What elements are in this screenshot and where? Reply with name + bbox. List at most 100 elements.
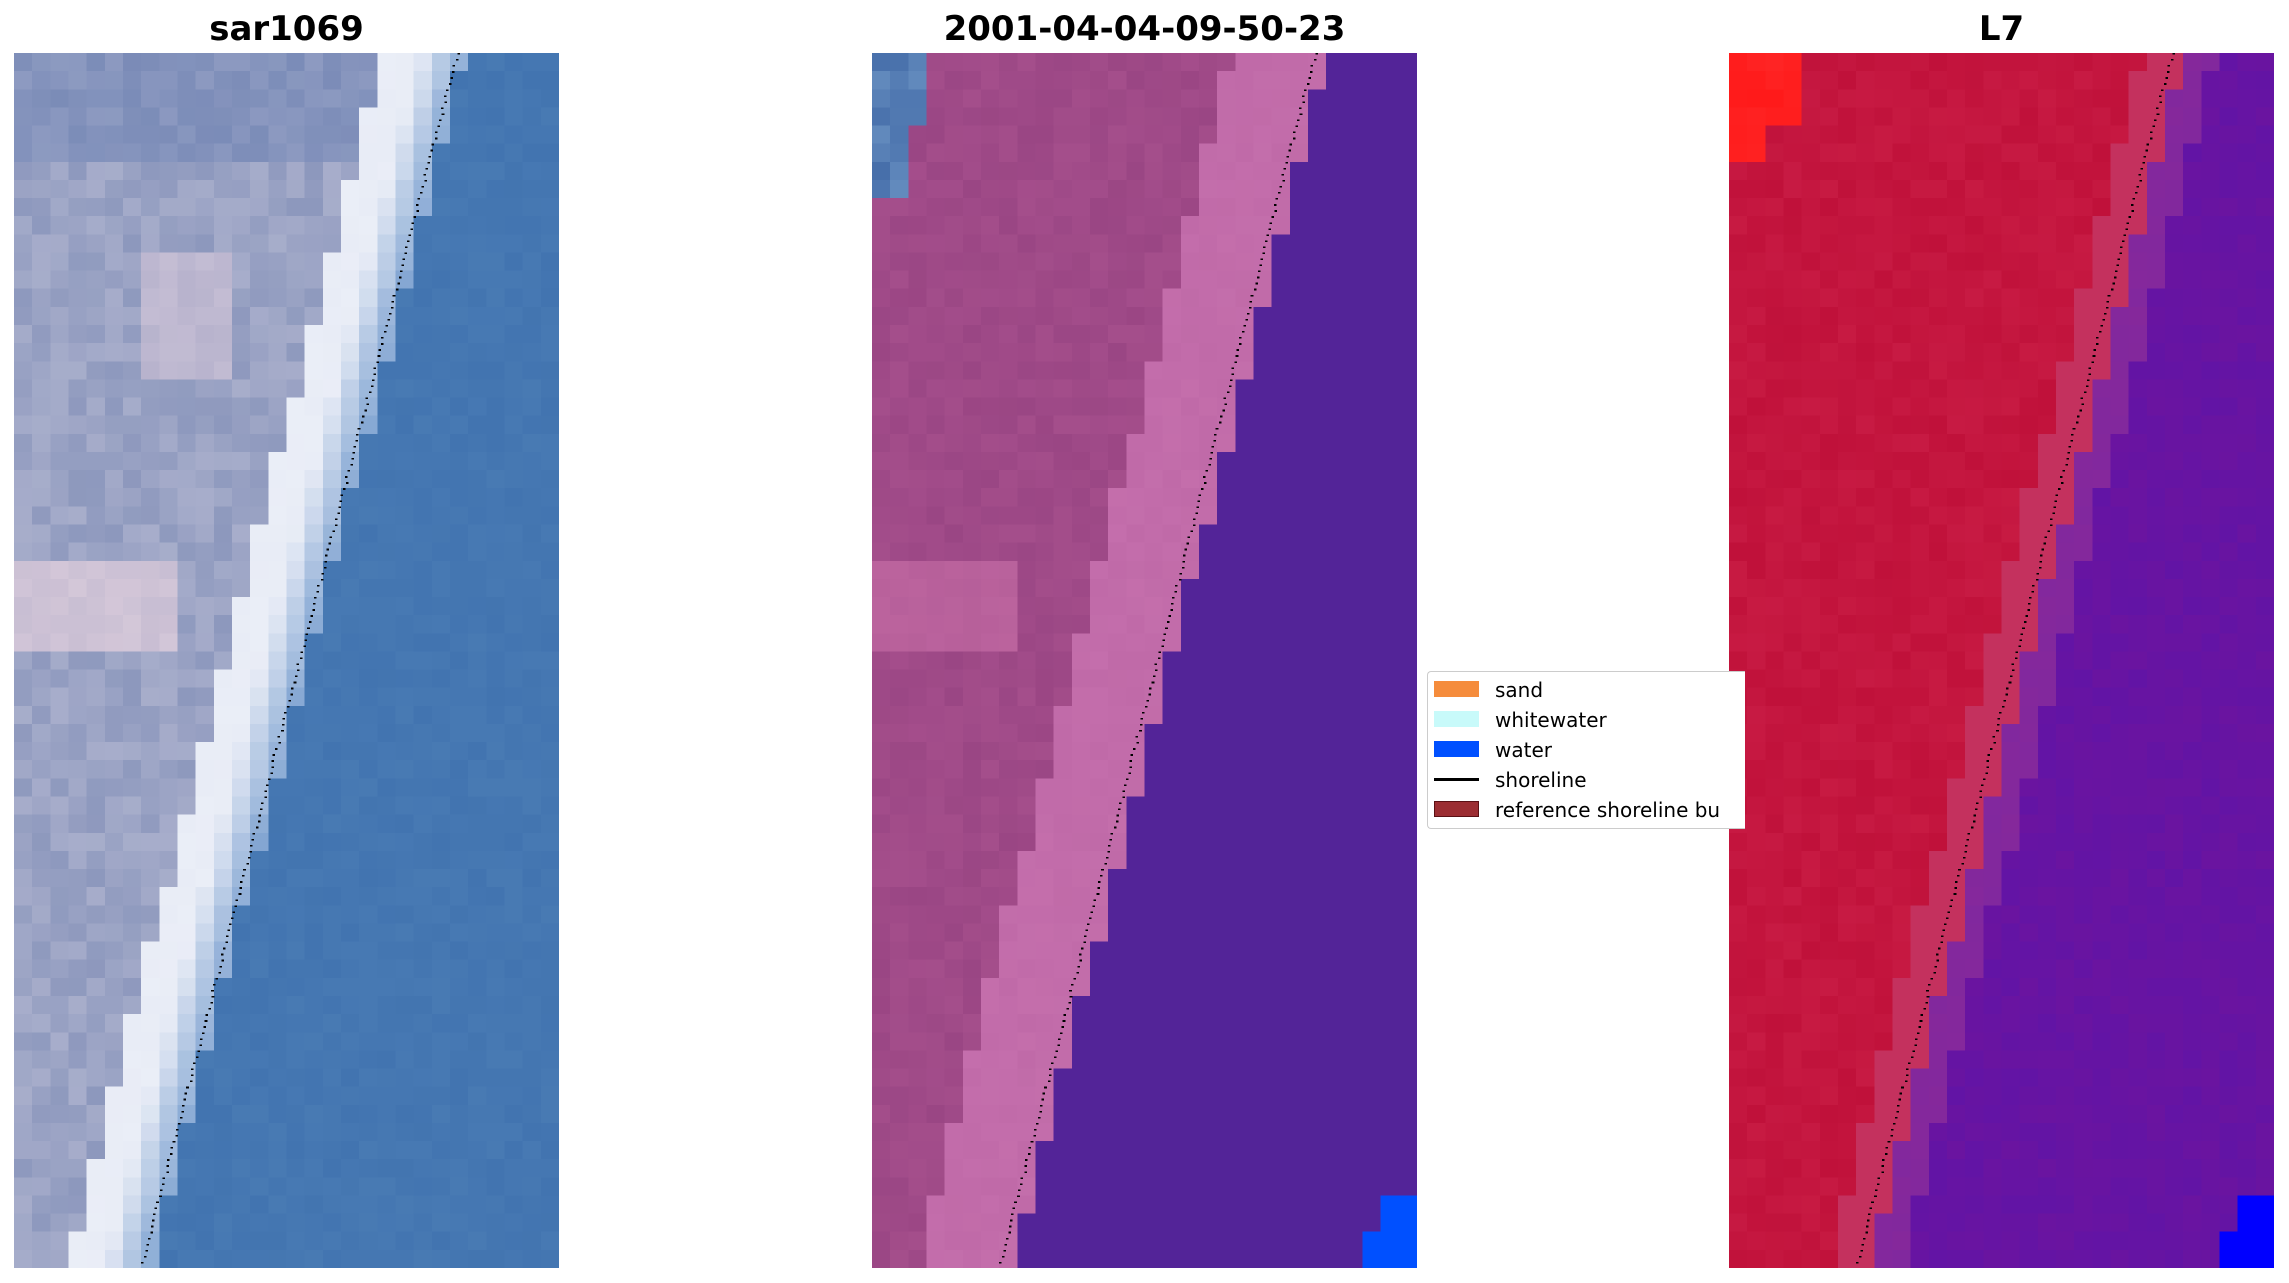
pixel <box>1090 1231 1109 1251</box>
shoreline-dot <box>444 101 447 103</box>
pixel <box>1235 1141 1254 1160</box>
pixel <box>999 198 1018 217</box>
pixel <box>890 669 909 689</box>
pixel <box>377 615 396 634</box>
pixel <box>431 198 451 217</box>
pixel <box>250 578 269 598</box>
shoreline-dot <box>281 730 284 732</box>
pixel <box>2165 107 2184 126</box>
pixel <box>1398 578 1417 598</box>
pixel <box>250 433 269 453</box>
pixel <box>177 1213 197 1233</box>
pixel <box>1217 288 1236 308</box>
pixel <box>1856 270 1875 290</box>
shoreline-dot <box>1011 1213 1014 1216</box>
pixel <box>431 615 451 634</box>
pixel <box>1053 723 1073 743</box>
pixel <box>1362 270 1382 290</box>
pixel <box>1235 923 1254 942</box>
pixel <box>1892 53 1912 72</box>
pixel <box>1783 325 1803 344</box>
pixel <box>304 651 324 670</box>
pixel <box>2165 53 2184 72</box>
pixel <box>540 397 559 417</box>
pixel <box>1801 288 1821 308</box>
pixel <box>1199 343 1218 362</box>
pixel <box>1362 524 1382 543</box>
pixel <box>999 216 1018 235</box>
pixel <box>123 161 142 181</box>
pixel <box>268 524 287 543</box>
pixel <box>908 53 927 72</box>
pixel <box>540 742 559 761</box>
pixel <box>1271 850 1291 870</box>
pixel <box>2183 379 2202 398</box>
pixel <box>1398 1249 1417 1268</box>
pixel <box>431 869 451 888</box>
pixel <box>1217 941 1236 961</box>
pixel <box>86 1122 106 1142</box>
pixel <box>1108 760 1127 779</box>
pixel <box>268 723 287 743</box>
pixel <box>890 1231 909 1251</box>
pixel <box>123 742 142 761</box>
pixel <box>322 451 342 471</box>
pixel <box>1035 995 1055 1015</box>
pixel <box>104 995 124 1015</box>
pixel <box>1965 125 1984 145</box>
pixel <box>981 887 1000 906</box>
pixel <box>377 1050 396 1069</box>
pixel <box>1362 1195 1382 1214</box>
pixel <box>1362 252 1382 271</box>
pixel <box>1162 1014 1182 1033</box>
pixel <box>1326 488 1345 507</box>
pixel <box>540 651 559 670</box>
pixel <box>86 850 106 870</box>
pixel <box>232 1122 251 1142</box>
pixel <box>1162 306 1182 326</box>
pixel <box>522 1014 542 1033</box>
pixel <box>141 959 160 979</box>
pixel <box>177 723 197 743</box>
pixel <box>1380 1050 1400 1069</box>
pixel <box>32 941 51 961</box>
pixel <box>1380 433 1400 453</box>
pixel <box>1380 1122 1400 1142</box>
pixel <box>141 234 160 253</box>
pixel <box>999 814 1018 834</box>
pixel <box>926 1195 946 1214</box>
shoreline-dot <box>248 856 251 859</box>
pixel <box>195 216 215 235</box>
pixel <box>50 397 69 417</box>
pixel <box>159 887 178 906</box>
pixel <box>123 560 142 580</box>
pixel <box>890 687 909 707</box>
pixel <box>413 887 433 906</box>
pixel <box>999 379 1018 398</box>
pixel <box>1380 216 1400 235</box>
pixel <box>322 560 342 580</box>
pixel <box>431 1231 451 1251</box>
pixel <box>232 506 251 525</box>
pixel <box>195 415 215 435</box>
shoreline-dot <box>1001 1255 1005 1258</box>
pixel <box>1271 778 1291 797</box>
pixel <box>68 216 88 235</box>
pixel <box>159 723 178 743</box>
pixel <box>1271 53 1291 72</box>
shoreline-dot <box>1059 1032 1063 1034</box>
pixel <box>522 742 542 761</box>
pixel <box>486 977 505 997</box>
pixel <box>304 361 324 380</box>
pixel <box>395 1195 415 1214</box>
pixel <box>14 1050 33 1069</box>
pixel <box>304 325 324 344</box>
shoreline-dot <box>1042 1092 1046 1095</box>
pixel <box>123 1086 142 1106</box>
pixel <box>68 470 88 489</box>
pixel <box>1217 597 1236 616</box>
pixel <box>468 1195 487 1214</box>
shoreline-dot <box>296 663 300 666</box>
pixel <box>286 941 306 961</box>
pixel <box>377 560 396 580</box>
